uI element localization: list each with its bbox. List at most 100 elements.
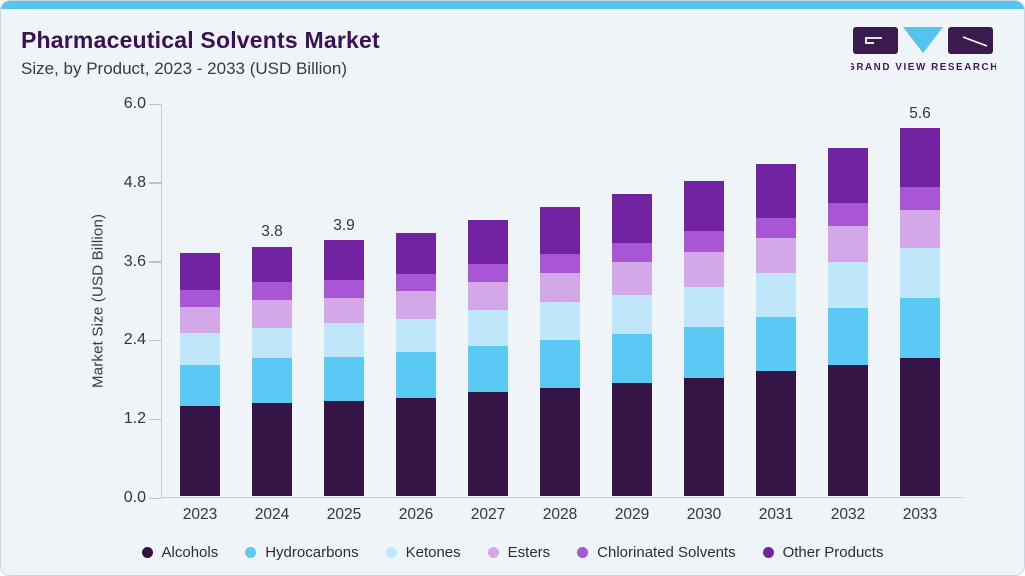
x-tick-label-2029: 2029 (614, 506, 650, 523)
bar-segment-other-products (756, 164, 796, 218)
bar-segment-ketones (324, 323, 364, 357)
legend-label: Ketones (405, 544, 461, 561)
legend-item-ketones: Ketones (385, 544, 461, 561)
grand-view-research-logo: GRAND VIEW RESEARCH (851, 27, 996, 73)
y-tick-label: 1.2 (123, 410, 146, 428)
chart-legend: Alcohols Hydrocarbons Ketones Esters Chlorin… (1, 544, 1024, 561)
bar-2031 (756, 164, 796, 496)
y-tick-mark (149, 339, 161, 342)
bar-segment-alcohols (756, 371, 796, 496)
bar-segment-other-products (612, 193, 652, 244)
bar-segment-other-products (324, 239, 364, 280)
bar-2029 (612, 193, 652, 496)
legend-dot-icon (762, 547, 774, 558)
bar-segment-chlorinated-solvents (540, 253, 580, 273)
bar-segment-ketones (684, 286, 724, 327)
y-tick-mark (149, 103, 161, 105)
legend-dot-icon (487, 547, 499, 558)
y-tick-mark (149, 182, 161, 184)
bar-segment-esters (756, 237, 796, 274)
bar-segment-hydrocarbons (468, 346, 508, 393)
bar-segment-ketones (252, 327, 292, 359)
bar-segment-chlorinated-solvents (252, 281, 292, 301)
bar-segment-ketones (396, 319, 436, 352)
y-tick-label: 3.6 (123, 252, 146, 270)
bar-segment-alcohols (684, 377, 724, 496)
y-tick-label: 0.0 (123, 489, 146, 506)
y-tick-mark (149, 418, 161, 421)
y-tick-label: 4.8 (123, 173, 146, 191)
bar-segment-other-products (396, 233, 436, 275)
bar-segment-other-products (468, 220, 508, 264)
legend-label: Chlorinated Solvents (597, 544, 736, 561)
y-tick-label: 2.4 (123, 331, 146, 349)
bar-segment-esters (612, 261, 652, 296)
bar-segment-esters (468, 281, 508, 310)
bar-segment-alcohols (396, 397, 436, 496)
logo-g-glyph (865, 37, 882, 44)
logo-left-tile (853, 27, 898, 54)
bar-segment-hydrocarbons (756, 317, 796, 372)
x-tick-label-2030: 2030 (686, 506, 722, 523)
bar-value-label: 3.8 (261, 223, 283, 241)
chart-plot-area (161, 104, 963, 498)
bar-segment-ketones (828, 262, 868, 309)
bar-segment-hydrocarbons (180, 364, 220, 407)
bar-2030 (684, 180, 724, 496)
x-tick-label-2032: 2032 (830, 506, 866, 523)
bar-segment-chlorinated-solvents (396, 274, 436, 292)
bar-segment-alcohols (540, 388, 580, 496)
x-tick-label-2024: 2024 (254, 506, 290, 523)
y-tick-label: 6.0 (123, 95, 146, 112)
legend-dot-icon (245, 547, 257, 558)
bar-segment-alcohols (468, 392, 508, 496)
legend-item-esters: Esters (487, 544, 550, 561)
logo-triangle-icon (903, 27, 943, 53)
bar-segment-chlorinated-solvents (684, 231, 724, 252)
bar-segment-alcohols (252, 402, 292, 496)
legend-item-other-products: Other Products (762, 544, 883, 561)
bar-segment-ketones (900, 248, 940, 298)
bar-2028 (540, 207, 580, 496)
bar-segment-ketones (180, 333, 220, 365)
bar-segment-other-products (540, 207, 580, 254)
bar-segment-alcohols (828, 364, 868, 496)
bar-2032 (828, 148, 868, 496)
bar-segment-other-products (828, 148, 868, 203)
bar-segment-chlorinated-solvents (756, 217, 796, 238)
bar-segment-esters (252, 300, 292, 328)
bar-2023 (180, 253, 220, 496)
bar-segment-esters (540, 272, 580, 303)
bar-segment-hydrocarbons (324, 356, 364, 401)
x-tick-label-2027: 2027 (470, 506, 506, 523)
y-axis-title: Market Size (USD Billion) (89, 213, 107, 389)
page-title: Pharmaceutical Solvents Market (21, 27, 380, 53)
bar-segment-esters (324, 298, 364, 324)
legend-item-chlorinated-solvents: Chlorinated Solvents (577, 544, 736, 561)
bar-segment-chlorinated-solvents (612, 243, 652, 262)
bar-segment-alcohols (612, 383, 652, 496)
legend-item-hydrocarbons: Hydrocarbons (245, 544, 359, 561)
x-tick-label-2033: 2033 (902, 506, 938, 523)
bar-segment-ketones (540, 302, 580, 340)
bar-segment-esters (180, 306, 220, 334)
y-tick-mark (149, 497, 161, 499)
bar-2033 (900, 128, 940, 496)
bar-value-label: 3.9 (333, 216, 355, 234)
bar-segment-chlorinated-solvents (900, 187, 940, 211)
bar-segment-alcohols (900, 358, 940, 496)
bar-segment-hydrocarbons (900, 297, 940, 359)
bar-segment-hydrocarbons (252, 358, 292, 403)
x-tick-label-2031: 2031 (758, 506, 794, 523)
bar-segment-chlorinated-solvents (324, 280, 364, 299)
legend-dot-icon (577, 547, 589, 558)
bar-segment-hydrocarbons (828, 308, 868, 365)
bar-segment-other-products (684, 180, 724, 232)
bar-2025 (324, 239, 364, 496)
bar-segment-chlorinated-solvents (180, 289, 220, 307)
x-tick-label-2028: 2028 (542, 506, 578, 523)
bar-segment-esters (900, 210, 940, 249)
bar-segment-other-products (180, 253, 220, 290)
bar-value-label: 5.6 (909, 105, 931, 123)
legend-label: Alcohols (161, 544, 219, 561)
